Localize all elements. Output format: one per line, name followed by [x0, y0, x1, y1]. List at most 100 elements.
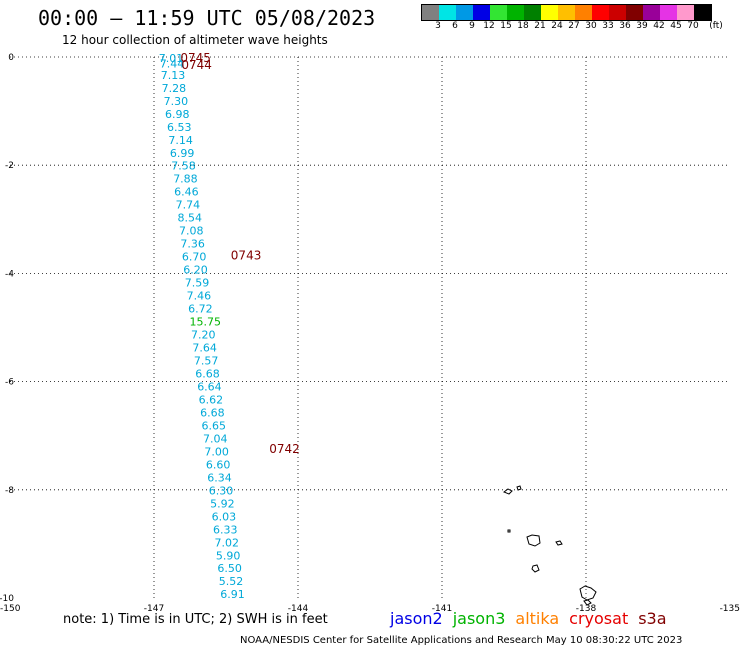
wave-height-observations: 7.017.447.137.287.306.986.537.146.997.58… [159, 52, 245, 601]
wave-height-value: 5.52 [219, 575, 244, 588]
wave-height-value: 6.65 [202, 419, 227, 432]
y-tick-label: -2 [5, 161, 14, 171]
island-outline [516, 485, 522, 491]
wave-height-value: 6.91 [220, 588, 245, 601]
legend-swatch [694, 5, 711, 20]
legend-swatch [677, 5, 694, 20]
wave-height-value: 7.59 [185, 277, 210, 290]
wave-height-value: 6.99 [170, 147, 195, 160]
wave-height-value: 7.00 [204, 445, 229, 458]
wave-height-value: 7.02 [214, 536, 239, 549]
page-title: 00:00 – 11:59 UTC 05/08/2023 [38, 6, 376, 30]
wave-height-value: 7.14 [168, 134, 193, 147]
legend-swatch [660, 5, 677, 20]
legend-swatch [456, 5, 473, 20]
x-tick-label: -144 [288, 604, 309, 614]
wave-height-value: 6.50 [217, 562, 242, 575]
legend-label: 15 [500, 21, 512, 31]
y-tick-label: -6 [5, 378, 14, 388]
legend-swatch [524, 5, 541, 20]
satellite-label-s3a: s3a [638, 609, 667, 628]
x-tick-label: -141 [432, 604, 452, 614]
island-outline [507, 529, 511, 533]
wave-height-value: 7.46 [187, 290, 212, 303]
legend-swatch [422, 5, 439, 20]
legend-swatch [643, 5, 660, 20]
wave-height-value: 6.70 [182, 251, 207, 264]
legend-swatch [575, 5, 592, 20]
legend-label: 39 [636, 21, 648, 31]
y-tick-label: -10 [0, 594, 14, 604]
wave-height-value: 7.44 [160, 57, 185, 70]
lat-lon-grid [10, 56, 730, 598]
wave-height-value: 7.01 [159, 52, 184, 65]
credit-line: NOAA/NESDIS Center for Satellite Applica… [240, 635, 683, 646]
wave-height-value: 6.64 [197, 380, 222, 393]
wave-height-value: 6.46 [174, 186, 199, 199]
island-outline [555, 540, 563, 546]
wave-height-value: 6.20 [183, 264, 208, 277]
wave-height-value: 7.57 [194, 355, 219, 368]
wave-height-value: 6.72 [188, 303, 213, 316]
satellite-label-cryosat: cryosat [569, 609, 629, 628]
wave-height-value: 7.04 [203, 432, 228, 445]
wave-height-value: 6.98 [165, 108, 190, 121]
legend-swatch [592, 5, 609, 20]
legend-label: 33 [602, 21, 614, 31]
satellite-legend: jason2 jason3 altika cryosat s3a [390, 609, 677, 628]
legend-swatch [473, 5, 490, 20]
x-tick-label: -150 [0, 604, 21, 614]
wave-height-value: 6.33 [213, 523, 238, 536]
pass-time-label: 0744 [181, 58, 212, 72]
pass-time-label: 0743 [231, 249, 262, 263]
x-tick-label: -147 [144, 604, 164, 614]
wave-height-value: 7.64 [192, 342, 217, 355]
color-legend [421, 4, 712, 21]
wave-height-value: 6.30 [209, 484, 234, 497]
legend-swatch [439, 5, 456, 20]
y-tick-label: 0 [8, 53, 14, 63]
island-outline [526, 534, 541, 547]
legend-label: (ft) [709, 21, 723, 31]
wave-height-value: 6.68 [200, 406, 225, 419]
wave-height-value: 7.20 [191, 329, 216, 342]
island-outline [583, 599, 592, 606]
page-subtitle: 12 hour collection of altimeter wave hei… [62, 33, 328, 47]
wave-height-value: 7.13 [161, 69, 186, 82]
wave-height-value: 7.88 [173, 173, 198, 186]
wave-height-value: 6.34 [207, 471, 232, 484]
island-outlines [502, 485, 597, 606]
wave-height-value: 6.60 [206, 458, 231, 471]
legend-label: 9 [469, 21, 475, 31]
wave-height-value: 7.30 [164, 95, 189, 108]
legend-swatch [626, 5, 643, 20]
satellite-label-jason3: jason3 [452, 609, 506, 628]
wave-height-value: 5.90 [216, 549, 241, 562]
wave-height-value: 7.58 [171, 160, 196, 173]
satellite-label-altika: altika [515, 609, 560, 628]
legend-label: 27 [568, 21, 580, 31]
legend-label: 6 [452, 21, 458, 31]
legend-swatch [507, 5, 524, 20]
wave-height-value: 5.92 [210, 497, 235, 510]
legend-label: 36 [619, 21, 631, 31]
pass-time-label: 0742 [269, 442, 300, 456]
legend-label: 30 [585, 21, 597, 31]
footnote: note: 1) Time is in UTC; 2) SWH is in fe… [63, 612, 328, 627]
legend-label: 70 [687, 21, 699, 31]
satellite-label-jason2: jason2 [390, 609, 443, 628]
x-tick-label: -135 [720, 604, 740, 614]
legend-label: 42 [653, 21, 665, 31]
legend-label: 45 [670, 21, 682, 31]
wave-height-value: 7.36 [180, 238, 205, 251]
axis-tick-labels: -150 -147 -144 -141 -138 -135 0 -2 -4 -6 -8 -10 [0, 53, 740, 614]
legend-swatch [558, 5, 575, 20]
legend-swatch [541, 5, 558, 20]
wave-height-value: 6.53 [167, 121, 192, 134]
wave-height-value: 6.62 [199, 393, 224, 406]
legend-label: 12 [483, 21, 495, 31]
legend-label: 18 [517, 21, 529, 31]
